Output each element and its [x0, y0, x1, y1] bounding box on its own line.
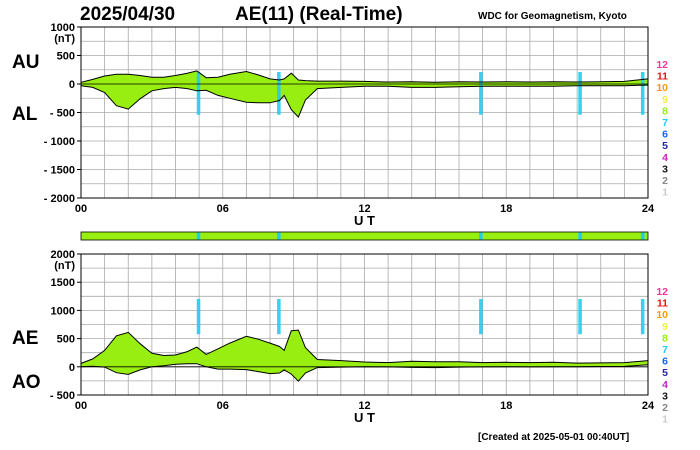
x-tick-label: 18 [500, 400, 512, 412]
plot-frame [80, 253, 649, 396]
x-tick-label: 24 [642, 400, 655, 412]
y-tick-label: - 2000 [44, 193, 75, 205]
data-gap-stripe [640, 299, 645, 335]
x-tick-label: 06 [217, 203, 229, 215]
station-legend-item: 6 [662, 356, 668, 368]
data-gap-stripe [196, 299, 201, 335]
station-legend-item: 4 [662, 379, 668, 391]
data-gap-stripe [277, 299, 281, 335]
station-legend-item: 1 [662, 187, 668, 199]
station-legend-item: 5 [662, 367, 668, 379]
data-source: WDC for Geomagnetism, Kyoto [478, 11, 627, 22]
station-legend-item: 8 [662, 105, 668, 117]
station-legend-item: 10 [656, 309, 668, 321]
station-legend-item: 9 [662, 321, 668, 333]
status-bar-gap [277, 232, 281, 240]
x-tick-label: 18 [500, 203, 512, 215]
station-legend-item: 7 [662, 117, 668, 129]
data-gap-stripe [479, 72, 483, 115]
station-legend-item: 3 [662, 390, 668, 402]
y-tick-label: - 1500 [44, 165, 75, 177]
station-legend-item: 1 [662, 414, 668, 426]
data-gap-stripe [277, 72, 281, 115]
status-bar-gap [196, 232, 201, 240]
station-legend-item: 10 [656, 82, 668, 94]
series-line-ae [80, 329, 649, 364]
y-tick-label: 0 [69, 79, 75, 91]
station-legend-item: 7 [662, 344, 668, 356]
y-tick-label: - 1000 [44, 136, 75, 148]
data-gap-stripe [196, 72, 201, 115]
station-legend-item: 12 [656, 59, 668, 71]
x-axis-label: U T [354, 213, 375, 228]
station-legend-item: 8 [662, 332, 668, 344]
station-status-bar [80, 231, 649, 241]
ae-ao-envelope-fill [81, 330, 648, 382]
x-tick-label: 00 [75, 203, 87, 215]
data-gap-stripe [479, 299, 483, 335]
chart-title: AE(11) (Real-Time) [235, 4, 403, 25]
au-label: AU [12, 52, 40, 73]
y-tick-label: 500 [57, 51, 75, 63]
data-gap-stripe [578, 299, 582, 335]
station-legend-item: 2 [662, 402, 668, 414]
y-tick-label: 1000 [51, 305, 75, 317]
x-tick-label: 24 [642, 203, 655, 215]
station-legend-item: 12 [656, 286, 668, 298]
status-bar-gap [640, 232, 645, 240]
y-axis-unit: (nT) [54, 33, 75, 45]
y-tick-label: 1500 [51, 277, 75, 289]
station-legend-item: 5 [662, 140, 668, 152]
y-tick-label: 1000 [51, 22, 75, 34]
y-axis-unit: (nT) [54, 260, 75, 272]
station-legend-item: 3 [662, 163, 668, 175]
ao-label: AO [12, 372, 41, 393]
y-tick-label: 0 [69, 362, 75, 374]
station-legend-item: 11 [657, 71, 668, 83]
x-tick-label: 00 [75, 400, 87, 412]
x-tick-label: 12 [358, 400, 370, 412]
ae-label: AE [12, 328, 39, 349]
station-legend-item: 6 [662, 129, 668, 141]
y-tick-label: - 500 [50, 390, 75, 402]
series-line-al [80, 84, 649, 119]
series-line-ao [80, 363, 649, 382]
x-axis-label: U T [354, 410, 375, 425]
chart-date: 2025/04/30 [80, 4, 176, 25]
data-gap-stripe [578, 72, 582, 115]
created-timestamp: [Created at 2025-05-01 00:40UT] [478, 432, 630, 443]
station-legend-item: 2 [662, 175, 668, 187]
station-legend-item: 4 [662, 152, 668, 164]
station-legend-item: 11 [657, 298, 668, 310]
status-bar-gap [479, 232, 483, 240]
series-line-au [80, 70, 649, 83]
status-bar-gap [578, 232, 582, 240]
station-legend-item: 9 [662, 94, 668, 106]
y-tick-label: 2000 [51, 249, 75, 261]
al-label: AL [12, 104, 38, 125]
data-gap-stripe [640, 72, 645, 115]
x-tick-label: 12 [358, 203, 370, 215]
x-tick-label: 06 [217, 400, 229, 412]
au-al-envelope-fill [81, 70, 648, 118]
y-tick-label: - 500 [50, 108, 75, 120]
y-tick-label: 500 [57, 334, 75, 346]
